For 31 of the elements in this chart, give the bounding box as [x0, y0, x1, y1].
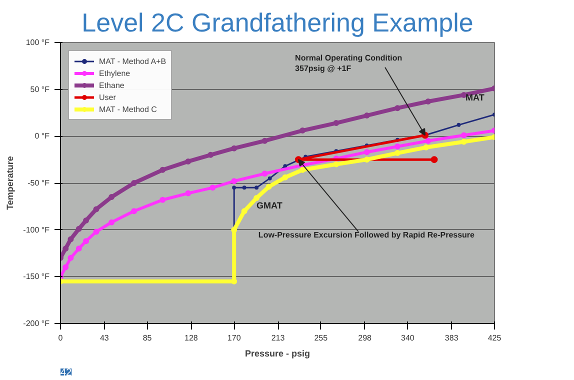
y-tick-label: -100 °F	[23, 225, 50, 234]
annotation: GMAT	[256, 200, 283, 210]
x-axis-title: Pressure - psig	[244, 348, 310, 358]
legend-label: MAT - Method C	[99, 104, 157, 114]
chart-title: Level 2C Grandfathering Example	[82, 8, 474, 38]
y-tick-label: -200 °F	[23, 319, 50, 328]
annotation: MAT	[466, 92, 485, 102]
y-tick-label: -150 °F	[23, 272, 50, 282]
x-tick-label: 298	[358, 334, 372, 342]
x-tick-label: 43	[100, 334, 110, 342]
x-tick-label: 383	[444, 334, 459, 342]
x-tick-label: 0	[58, 334, 64, 342]
x-tick-label: 425	[488, 334, 502, 342]
text: 42	[60, 368, 72, 378]
x-tick-label: 213	[271, 334, 286, 342]
annotation: Low-Pressure Excursion Followed by Rapid Re-Pressure	[258, 230, 476, 240]
y-tick-label: 50 °F	[30, 84, 50, 94]
x-tick-label: 340	[401, 334, 415, 342]
legend-label: Ethylene	[99, 68, 130, 78]
x-tick-label: 170	[227, 334, 242, 342]
x-tick-label: 255	[314, 334, 328, 342]
legend-label: MAT - Method A+B	[99, 56, 166, 66]
annotation: Normal Operating Condition 357psig @ +1F	[295, 53, 402, 74]
y-tick-label: -50 °F	[28, 178, 50, 188]
y-tick-label: 100 °F	[26, 38, 50, 47]
legend-label: Ethane	[99, 80, 124, 90]
x-tick-label: 85	[142, 334, 152, 342]
legend-label: User	[99, 92, 117, 102]
y-tick-label: 0 °F	[34, 132, 50, 141]
y-axis-title: Temperature	[5, 156, 16, 210]
x-tick-label: 128	[184, 334, 198, 342]
